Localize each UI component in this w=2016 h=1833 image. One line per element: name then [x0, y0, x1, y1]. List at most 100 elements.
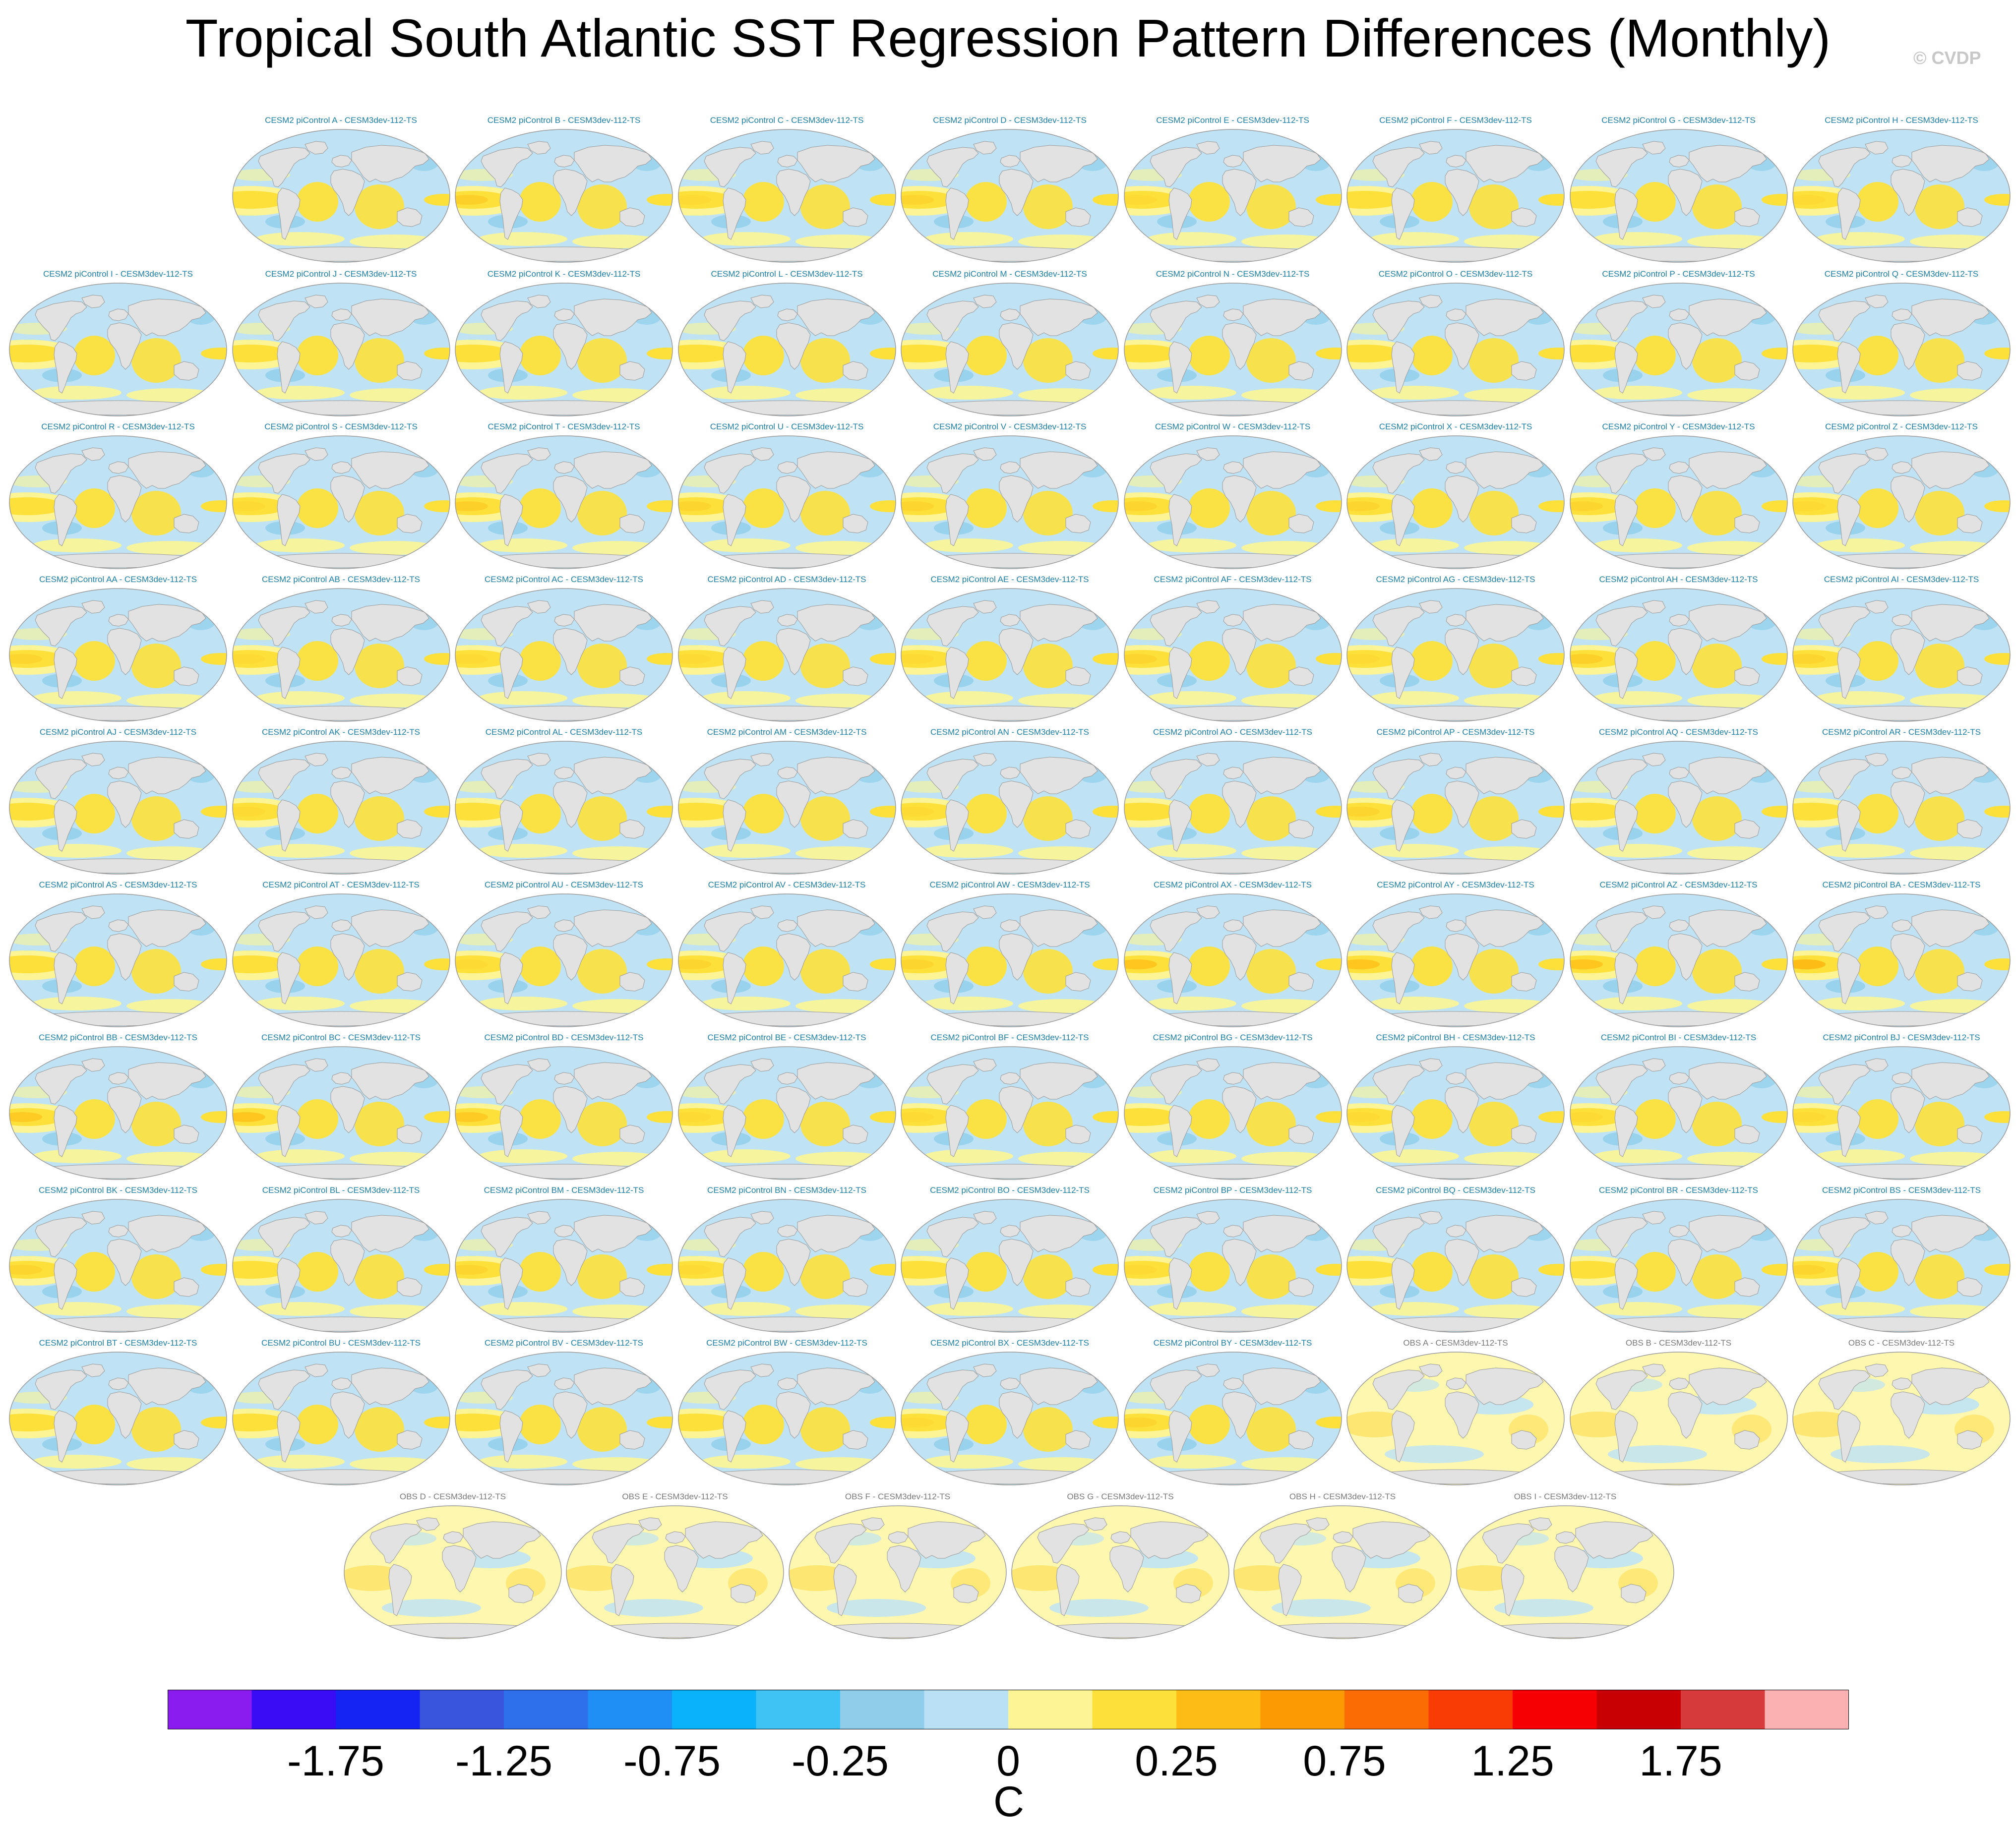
- map-panel: CESM2 piControl AA - CESM3dev-112-TS: [7, 575, 229, 723]
- map-panel-label: CESM2 piControl AQ - CESM3dev-112-TS: [1599, 727, 1758, 737]
- map-panel: CESM2 piControl BP - CESM3dev-112-TS: [1122, 1185, 1344, 1334]
- map-panel-label: CESM2 piControl BE - CESM3dev-112-TS: [707, 1033, 866, 1042]
- map-panel-label: CESM2 piControl BY - CESM3dev-112-TS: [1153, 1338, 1312, 1348]
- map-panel-label: CESM2 piControl M - CESM3dev-112-TS: [932, 269, 1087, 279]
- map-panel: CESM2 piControl AZ - CESM3dev-112-TS: [1568, 880, 1789, 1029]
- map-panel: CESM2 piControl AR - CESM3dev-112-TS: [1791, 727, 2012, 876]
- map-panel: CESM2 piControl AX - CESM3dev-112-TS: [1122, 880, 1344, 1029]
- map-panel-field: [1792, 129, 2011, 263]
- map-panel: CESM2 piControl BI - CESM3dev-112-TS: [1568, 1033, 1789, 1182]
- map-panel-label: CESM2 piControl H - CESM3dev-112-TS: [1825, 116, 1978, 125]
- map-panel-field: [1569, 893, 1788, 1027]
- map-panel-field: [455, 435, 673, 569]
- map-panel-label: CESM2 piControl E - CESM3dev-112-TS: [1156, 116, 1309, 125]
- map-panel-field: [1456, 1505, 1674, 1639]
- map-panel-label: CESM2 piControl BJ - CESM3dev-112-TS: [1823, 1033, 1980, 1042]
- map-panel-label: OBS I - CESM3dev-112-TS: [1514, 1492, 1617, 1501]
- map-panel-field: [232, 283, 450, 416]
- map-panel-label: CESM2 piControl V - CESM3dev-112-TS: [933, 422, 1087, 431]
- map-panel-field: [1346, 1352, 1565, 1485]
- map-panel-field: [677, 1199, 896, 1333]
- map-panel: CESM2 piControl BS - CESM3dev-112-TS: [1791, 1185, 2012, 1334]
- map-panel-label: OBS D - CESM3dev-112-TS: [399, 1492, 506, 1501]
- map-panel-field: [1792, 283, 2011, 416]
- map-panel: CESM2 piControl C - CESM3dev-112-TS: [676, 116, 898, 264]
- map-panel: CESM2 piControl BE - CESM3dev-112-TS: [676, 1033, 898, 1182]
- map-panel: CESM2 piControl BO - CESM3dev-112-TS: [899, 1185, 1120, 1334]
- map-panel-field: [1346, 435, 1565, 569]
- map-panel: CESM2 piControl W - CESM3dev-112-TS: [1122, 422, 1344, 571]
- map-panel: OBS C - CESM3dev-112-TS: [1791, 1338, 2012, 1487]
- map-panel-label: CESM2 piControl W - CESM3dev-112-TS: [1155, 422, 1311, 431]
- map-panel: CESM2 piControl BX - CESM3dev-112-TS: [899, 1338, 1120, 1487]
- map-panel-label: CESM2 piControl N - CESM3dev-112-TS: [1156, 269, 1310, 279]
- map-panel-field: [232, 1352, 450, 1485]
- map-panel-field: [455, 283, 673, 416]
- map-panel-label: CESM2 piControl BP - CESM3dev-112-TS: [1153, 1185, 1312, 1195]
- map-panel: CESM2 piControl A - CESM3dev-112-TS: [231, 116, 452, 264]
- map-panel-field: [1123, 1046, 1342, 1180]
- map-panel: CESM2 piControl J - CESM3dev-112-TS: [231, 269, 452, 418]
- map-panel-field: [1123, 283, 1342, 416]
- map-panel: CESM2 piControl Y - CESM3dev-112-TS: [1568, 422, 1789, 571]
- map-panel: CESM2 piControl AL - CESM3dev-112-TS: [453, 727, 674, 876]
- map-panel-field: [1346, 129, 1565, 263]
- colorbar-box: [1513, 1690, 1597, 1729]
- map-panel-label: CESM2 piControl AK - CESM3dev-112-TS: [261, 727, 421, 737]
- map-panel: CESM2 piControl AT - CESM3dev-112-TS: [231, 880, 452, 1029]
- colorbar-tick-label: -0.25: [791, 1737, 889, 1785]
- colorbar-box: [672, 1690, 756, 1729]
- map-panel-label: CESM2 piControl AU - CESM3dev-112-TS: [485, 880, 643, 889]
- map-panel-label: CESM2 piControl BL - CESM3dev-112-TS: [262, 1185, 420, 1195]
- map-panel-field: [677, 1046, 896, 1180]
- cvdp-credit: © CVDP: [1913, 48, 1981, 68]
- map-panel-field: [1123, 893, 1342, 1027]
- map-panel-label: CESM2 piControl I - CESM3dev-112-TS: [43, 269, 193, 279]
- colorbar-tick-label: 0.25: [1135, 1737, 1218, 1785]
- map-panel-field: [1011, 1505, 1229, 1639]
- map-panel: OBS E - CESM3dev-112-TS: [564, 1492, 786, 1641]
- colorbar-unit-label: C: [993, 1778, 1025, 1826]
- map-panel-label: CESM2 piControl K - CESM3dev-112-TS: [487, 269, 641, 279]
- map-panel-field: [232, 129, 450, 263]
- map-panel-field: [1792, 1352, 2011, 1485]
- map-panel-field: [232, 1046, 450, 1180]
- colorbar-box: [1176, 1690, 1261, 1729]
- map-panel: CESM2 piControl F - CESM3dev-112-TS: [1345, 116, 1566, 264]
- map-panel-label: CESM2 piControl BC - CESM3dev-112-TS: [261, 1033, 421, 1042]
- map-panel-field: [9, 1352, 227, 1485]
- map-panel: CESM2 piControl AB - CESM3dev-112-TS: [231, 575, 452, 723]
- map-panel-label: CESM2 piControl BR - CESM3dev-112-TS: [1599, 1185, 1758, 1195]
- map-panel-label: CESM2 piControl AD - CESM3dev-112-TS: [707, 575, 866, 584]
- map-panel: CESM2 piControl M - CESM3dev-112-TS: [899, 269, 1120, 418]
- map-panel-label: CESM2 piControl BT - CESM3dev-112-TS: [39, 1338, 197, 1348]
- map-panel: CESM2 piControl AM - CESM3dev-112-TS: [676, 727, 898, 876]
- map-panel-label: CESM2 piControl AY - CESM3dev-112-TS: [1377, 880, 1534, 889]
- map-panel-label: CESM2 piControl U - CESM3dev-112-TS: [710, 422, 864, 431]
- map-panel-label: CESM2 piControl AC - CESM3dev-112-TS: [485, 575, 643, 584]
- map-panel: CESM2 piControl X - CESM3dev-112-TS: [1345, 422, 1566, 571]
- map-panel-label: CESM2 piControl BX - CESM3dev-112-TS: [930, 1338, 1089, 1348]
- map-panel: CESM2 piControl AH - CESM3dev-112-TS: [1568, 575, 1789, 723]
- map-panel-field: [1346, 893, 1565, 1027]
- map-panel-field: [9, 588, 227, 722]
- map-panel-label: CESM2 piControl AS - CESM3dev-112-TS: [39, 880, 197, 889]
- map-panel: CESM2 piControl O - CESM3dev-112-TS: [1345, 269, 1566, 418]
- map-panel-label: CESM2 piControl Y - CESM3dev-112-TS: [1602, 422, 1755, 431]
- map-panel-field: [1792, 893, 2011, 1027]
- colorbar-box: [840, 1690, 924, 1729]
- map-panel-label: CESM2 piControl AG - CESM3dev-112-TS: [1376, 575, 1535, 584]
- map-panel: CESM2 piControl I - CESM3dev-112-TS: [7, 269, 229, 418]
- map-panel-field: [232, 741, 450, 875]
- map-panel: CESM2 piControl D - CESM3dev-112-TS: [899, 116, 1120, 264]
- map-panel: OBS B - CESM3dev-112-TS: [1568, 1338, 1789, 1487]
- page-title: Tropical South Atlantic SST Regression P…: [185, 8, 1831, 68]
- map-panel: CESM2 piControl AQ - CESM3dev-112-TS: [1568, 727, 1789, 876]
- map-panel: CESM2 piControl BL - CESM3dev-112-TS: [231, 1185, 452, 1334]
- map-panel: CESM2 piControl BQ - CESM3dev-112-TS: [1345, 1185, 1566, 1334]
- map-panel: CESM2 piControl AV - CESM3dev-112-TS: [676, 880, 898, 1029]
- map-panel-label: OBS B - CESM3dev-112-TS: [1625, 1338, 1732, 1348]
- map-panel-field: [232, 893, 450, 1027]
- map-panel-field: [789, 1505, 1007, 1639]
- map-panel-field: [455, 741, 673, 875]
